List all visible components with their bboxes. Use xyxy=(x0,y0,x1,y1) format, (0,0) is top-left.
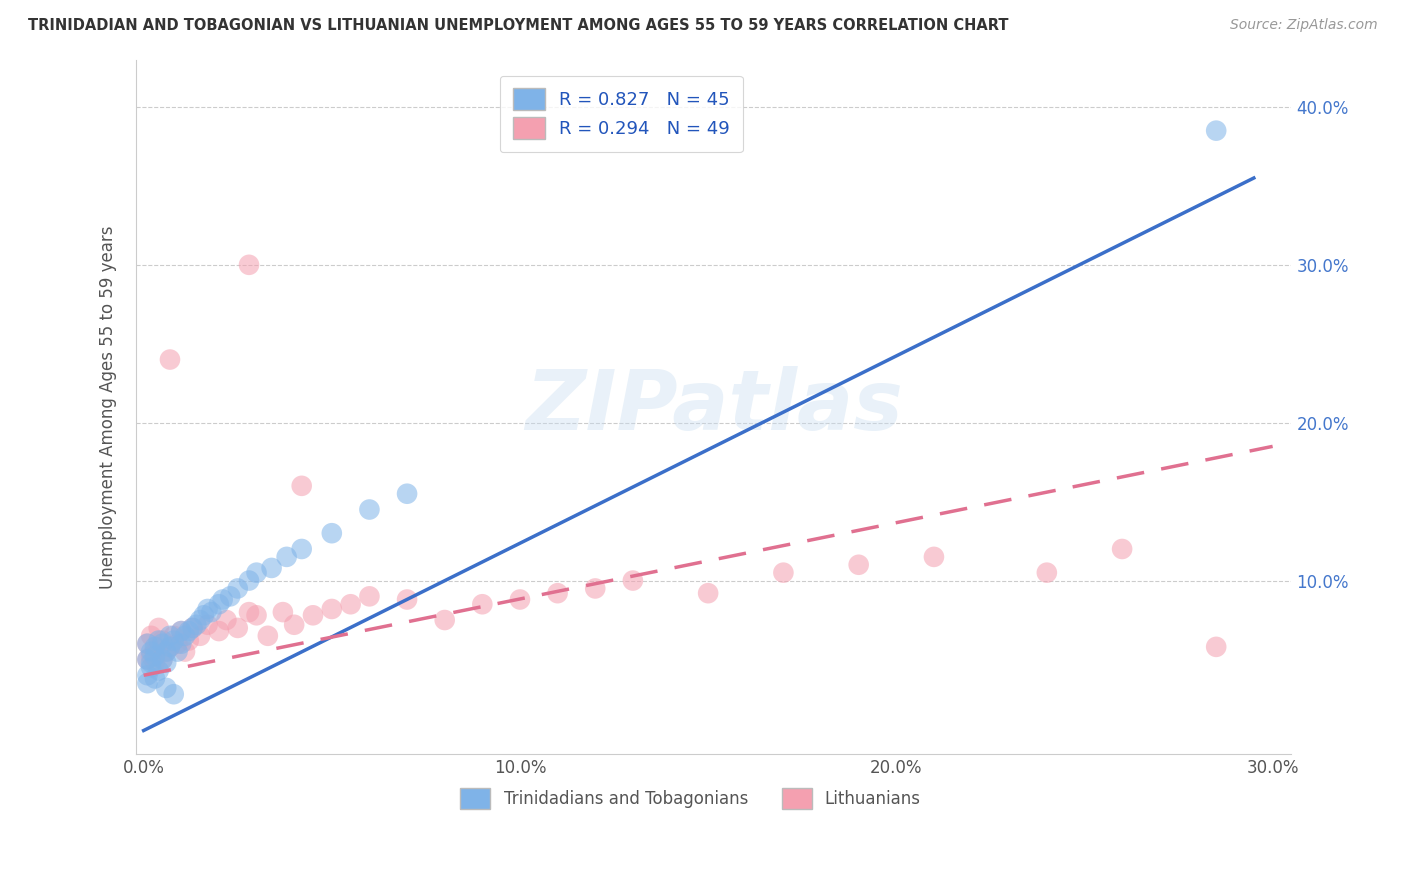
Point xyxy=(152,637,174,651)
Point xyxy=(245,566,267,580)
Point xyxy=(141,644,163,658)
Point xyxy=(143,644,166,658)
Point xyxy=(697,586,720,600)
Point xyxy=(143,656,166,670)
Point xyxy=(152,652,174,666)
Point xyxy=(238,574,260,588)
Point xyxy=(256,629,278,643)
Point xyxy=(197,617,219,632)
Point xyxy=(509,592,531,607)
Point xyxy=(159,640,181,654)
Point xyxy=(321,526,343,541)
Point xyxy=(621,574,644,588)
Point xyxy=(1205,640,1227,654)
Point xyxy=(136,637,159,651)
Point xyxy=(155,644,177,658)
Point xyxy=(141,660,163,674)
Legend: Trinidadians and Tobagonians, Lithuanians: Trinidadians and Tobagonians, Lithuanian… xyxy=(454,781,928,815)
Point xyxy=(159,352,181,367)
Point xyxy=(291,541,314,556)
Point xyxy=(141,656,163,670)
Point xyxy=(226,582,249,596)
Point xyxy=(148,664,170,678)
Point xyxy=(155,644,177,658)
Point xyxy=(226,621,249,635)
Point xyxy=(848,558,870,572)
Point xyxy=(245,608,267,623)
Point xyxy=(152,652,174,666)
Point xyxy=(471,597,494,611)
Point xyxy=(181,621,204,635)
Point xyxy=(143,672,166,686)
Point xyxy=(141,629,163,643)
Y-axis label: Unemployment Among Ages 55 to 59 years: Unemployment Among Ages 55 to 59 years xyxy=(100,225,117,589)
Point xyxy=(174,644,197,658)
Point xyxy=(136,676,159,690)
Point xyxy=(159,640,181,654)
Point xyxy=(1111,541,1133,556)
Point xyxy=(148,633,170,648)
Text: Source: ZipAtlas.com: Source: ZipAtlas.com xyxy=(1230,18,1378,32)
Point xyxy=(583,582,606,596)
Point xyxy=(163,633,186,648)
Point xyxy=(321,602,343,616)
Point xyxy=(208,624,231,638)
Point xyxy=(136,652,159,666)
Point xyxy=(170,624,193,638)
Point xyxy=(188,613,211,627)
Point xyxy=(159,629,181,643)
Point xyxy=(283,617,305,632)
Point xyxy=(141,649,163,664)
Text: TRINIDADIAN AND TOBAGONIAN VS LITHUANIAN UNEMPLOYMENT AMONG AGES 55 TO 59 YEARS : TRINIDADIAN AND TOBAGONIAN VS LITHUANIAN… xyxy=(28,18,1008,33)
Point xyxy=(155,656,177,670)
Point xyxy=(152,633,174,648)
Point xyxy=(1036,566,1059,580)
Point xyxy=(166,644,188,658)
Point xyxy=(163,629,186,643)
Point xyxy=(188,629,211,643)
Point xyxy=(170,624,193,638)
Point xyxy=(148,621,170,635)
Point xyxy=(136,668,159,682)
Point xyxy=(772,566,794,580)
Point xyxy=(211,592,233,607)
Point xyxy=(200,605,222,619)
Point xyxy=(238,605,260,619)
Point xyxy=(148,640,170,654)
Point xyxy=(396,487,419,501)
Point xyxy=(136,637,159,651)
Point xyxy=(339,597,361,611)
Point xyxy=(260,561,283,575)
Point xyxy=(177,633,200,648)
Point xyxy=(155,681,177,695)
Point xyxy=(359,590,381,604)
Point xyxy=(163,687,186,701)
Point xyxy=(302,608,325,623)
Point xyxy=(181,621,204,635)
Point xyxy=(177,624,200,638)
Point xyxy=(396,592,419,607)
Point xyxy=(143,640,166,654)
Point xyxy=(136,652,159,666)
Point xyxy=(166,637,188,651)
Point xyxy=(271,605,294,619)
Point xyxy=(359,502,381,516)
Point xyxy=(1205,123,1227,137)
Point xyxy=(170,637,193,651)
Point xyxy=(215,613,238,627)
Point xyxy=(433,613,456,627)
Point xyxy=(238,258,260,272)
Text: ZIPatlas: ZIPatlas xyxy=(524,367,903,448)
Point xyxy=(219,590,242,604)
Point xyxy=(193,608,215,623)
Point xyxy=(922,549,945,564)
Point xyxy=(547,586,569,600)
Point xyxy=(208,597,231,611)
Point xyxy=(143,649,166,664)
Point xyxy=(291,479,314,493)
Point xyxy=(186,617,208,632)
Point xyxy=(276,549,298,564)
Point xyxy=(197,602,219,616)
Point xyxy=(174,629,197,643)
